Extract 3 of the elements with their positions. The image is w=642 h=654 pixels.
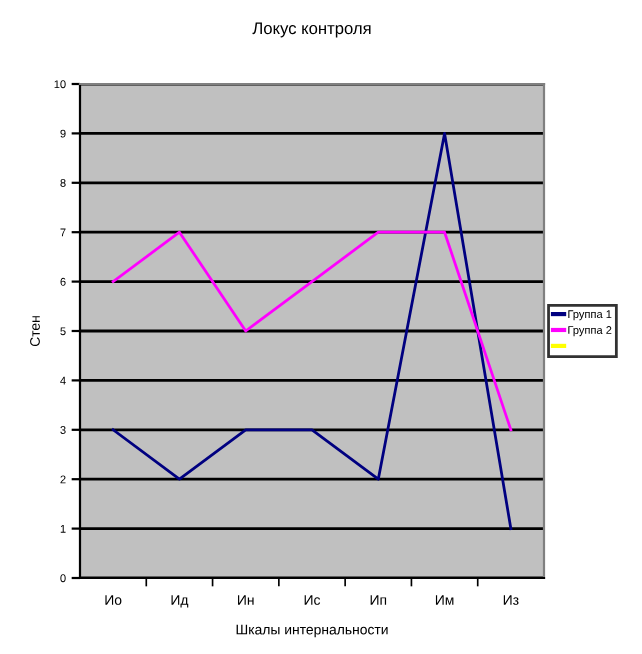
chart-title: Локус контроля [252, 22, 371, 38]
line-series [111, 230, 513, 432]
line-series [111, 132, 513, 530]
